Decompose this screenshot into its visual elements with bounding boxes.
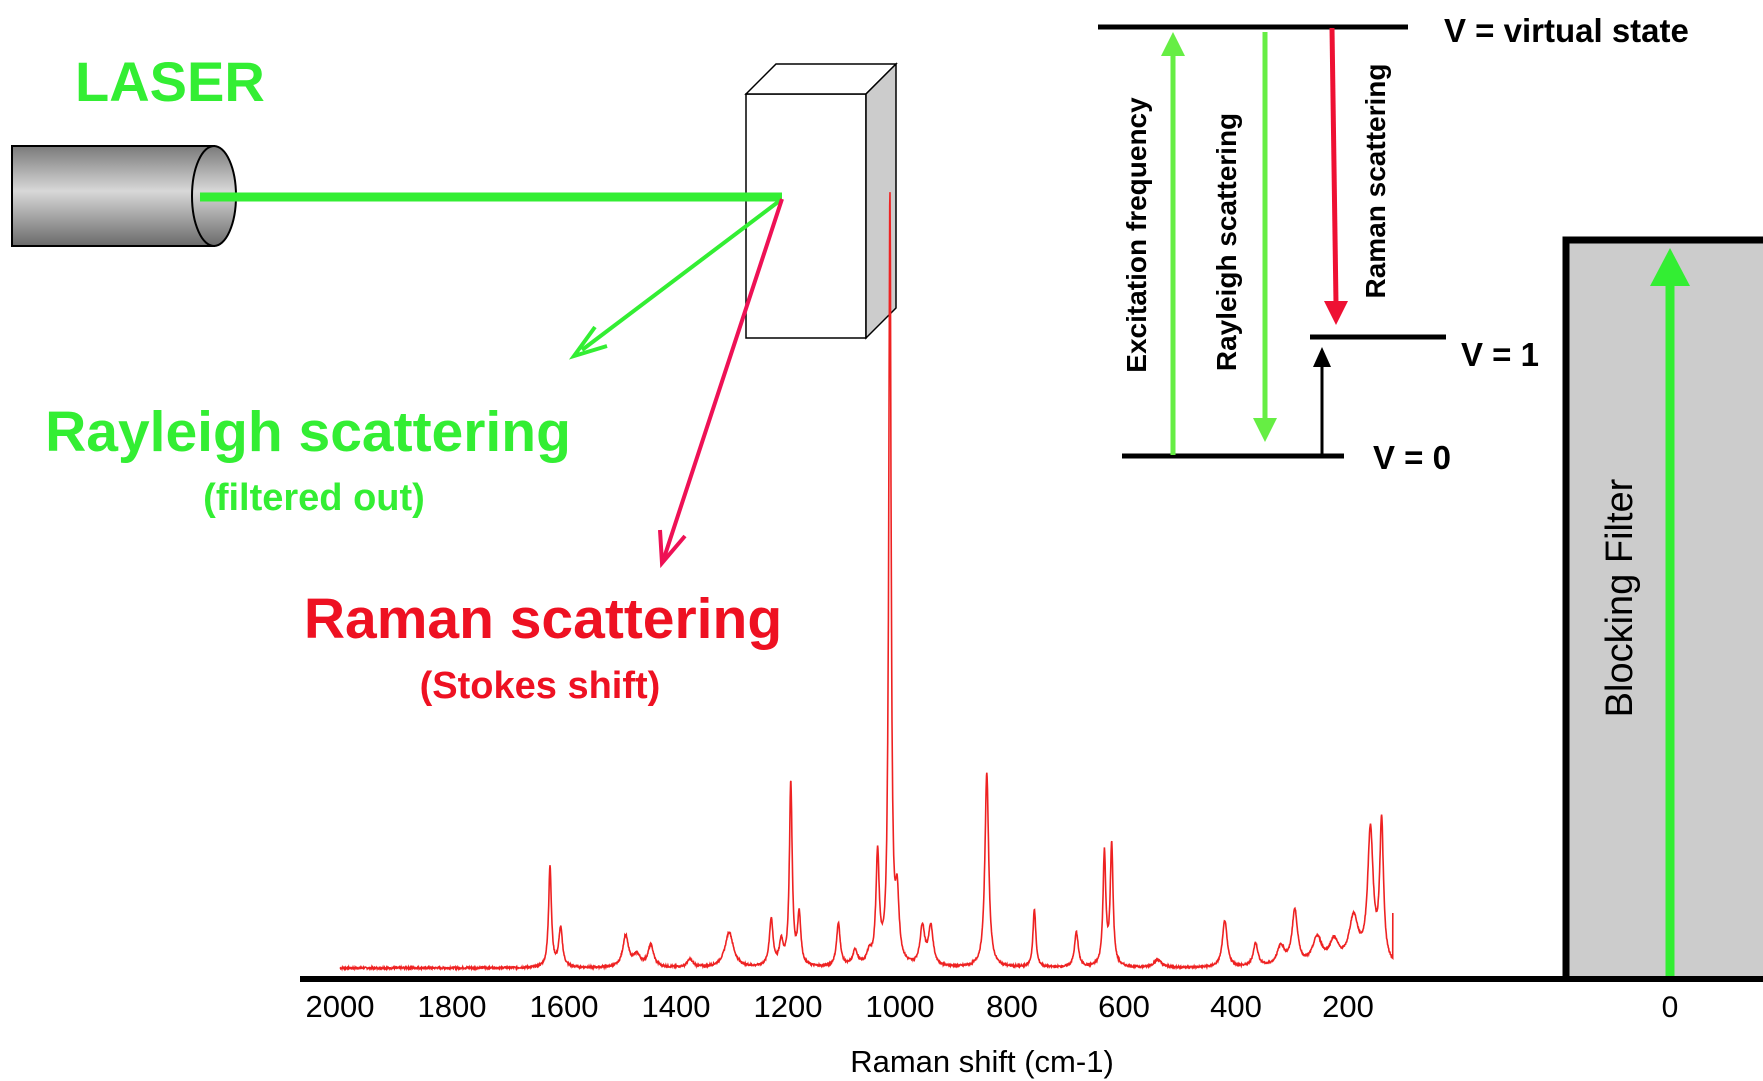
v0-label: V = 0: [1373, 439, 1451, 476]
filter-fill: [1566, 240, 1763, 979]
excitation-label: Excitation frequency: [1121, 97, 1152, 373]
raman-transition-label: Raman scattering: [1360, 64, 1391, 299]
laser-label: LASER: [75, 50, 265, 113]
x-tick-label: 600: [1098, 989, 1150, 1024]
filter-border: [1562, 236, 1763, 979]
laser-body: [11, 145, 215, 247]
raman-transition-arrow: [1324, 27, 1348, 325]
x-axis-ticks: 2000 1800 1600 1400 1200 1000 800 600 400 200: [306, 989, 1374, 1024]
x-tick-label: 1600: [530, 989, 599, 1024]
rayleigh-sublabel: (filtered out): [203, 477, 425, 519]
blocking-filter: Blocking Filter: [1562, 236, 1763, 979]
x-tick-label: 800: [986, 989, 1038, 1024]
energy-level-diagram: V = virtual state V = 1 V = 0 Excitation…: [1098, 12, 1689, 476]
rayleigh-label: Rayleigh scattering: [45, 400, 571, 464]
x-tick-label: 1400: [642, 989, 711, 1024]
x-tick-label: 400: [1210, 989, 1262, 1024]
rayleigh-transition-label: Rayleigh scattering: [1211, 113, 1242, 371]
sample-side-face: [865, 62, 897, 340]
spectrum-series-line: [339, 192, 1394, 972]
virtual-state-label: V = virtual state: [1444, 12, 1689, 49]
excitation-arrow: [1161, 32, 1185, 455]
laser-device: [11, 145, 237, 247]
raman-sublabel: (Stokes shift): [420, 665, 661, 707]
x-axis-label: Raman shift (cm-1): [850, 1044, 1114, 1079]
filter-laser-arrowhead: [1650, 248, 1690, 286]
sample-block: [744, 62, 898, 340]
raman-scatter-arrow: [658, 198, 784, 569]
vibrational-arrow: [1313, 347, 1331, 454]
filter-zero-tick: 0: [1662, 991, 1679, 1024]
sample-front-face: [745, 93, 867, 339]
x-tick-label: 1200: [754, 989, 823, 1024]
blocking-filter-label: Blocking Filter: [1599, 478, 1641, 717]
rayleigh-scatter-arrow: [568, 197, 784, 360]
x-tick-label: 200: [1322, 989, 1374, 1024]
raman-spectrum: [339, 192, 1394, 972]
raman-label: Raman scattering: [304, 587, 782, 651]
x-tick-label: 1000: [866, 989, 935, 1024]
rayleigh-transition-arrow: [1253, 32, 1277, 442]
x-tick-label: 1800: [418, 989, 487, 1024]
x-tick-label: 2000: [306, 989, 375, 1024]
v1-label: V = 1: [1461, 336, 1539, 373]
